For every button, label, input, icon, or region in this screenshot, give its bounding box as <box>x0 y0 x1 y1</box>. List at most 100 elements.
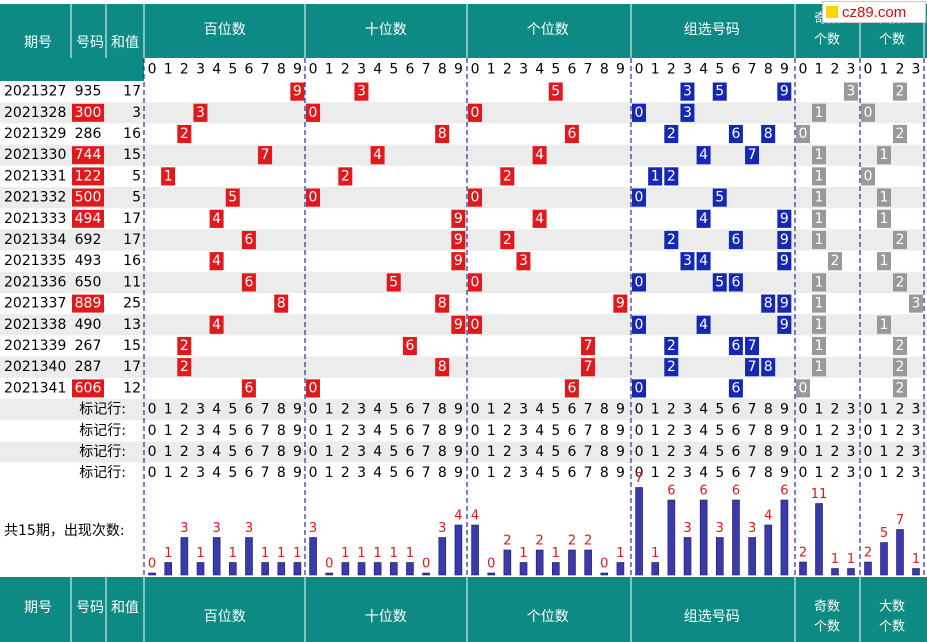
header-digit-2-1: 1 <box>487 62 496 78</box>
marker-digit: 1 <box>651 465 660 481</box>
group-cell-bg <box>745 358 760 377</box>
site-watermark: cz89.com <box>822 1 926 23</box>
header-small-digit-0-0: 0 <box>799 62 808 78</box>
stats-bar-value: 1 <box>831 552 839 567</box>
stats-bar-value: 0 <box>422 557 430 572</box>
pos-cell-2-bg <box>613 294 628 313</box>
marker-digit: 5 <box>715 444 724 460</box>
marker-digit: 2 <box>667 423 676 439</box>
marker-digit: 7 <box>748 423 757 439</box>
marker-digit: 8 <box>438 423 447 439</box>
stats-bar-value: 3 <box>683 521 691 536</box>
stats-bar <box>212 537 221 576</box>
number-cell: 889 <box>75 296 102 312</box>
stats-bar <box>568 549 576 576</box>
stats-bar-value: 1 <box>390 546 398 561</box>
pos-cell-2: 6 <box>567 126 576 142</box>
count-cell-1: 0 <box>864 105 873 121</box>
marker-digit: 7 <box>422 423 431 439</box>
number-cell-bg <box>72 209 104 228</box>
pos-cell-2: 3 <box>519 253 528 269</box>
pos-cell-0: 4 <box>212 253 221 269</box>
group-cell: 6 <box>731 126 740 142</box>
marker-digit: 9 <box>780 444 789 460</box>
issue-cell: 2021338 <box>4 317 66 333</box>
stats-bar-value: 2 <box>864 546 872 561</box>
pos-cell-2: 4 <box>535 147 544 163</box>
marker-digit: 9 <box>616 465 625 481</box>
marker-digit: 9 <box>616 423 625 439</box>
pos-cell-1: 9 <box>454 232 463 248</box>
marker-digit: 8 <box>600 444 609 460</box>
stats-bar <box>716 537 724 576</box>
pos-cell-1: 0 <box>309 380 318 396</box>
count-cell-1-bg <box>893 358 907 377</box>
number-cell: 286 <box>75 126 102 142</box>
row-stripe <box>0 399 927 421</box>
pos-cell-1: 4 <box>373 147 382 163</box>
pos-cell-2-bg <box>468 315 482 334</box>
marker-digit: 6 <box>245 423 254 439</box>
pos-cell-2: 0 <box>471 190 480 206</box>
marker-digit: 8 <box>764 465 773 481</box>
marker-digit: 2 <box>180 444 189 460</box>
stats-bar-value: 4 <box>471 509 479 524</box>
count-cell-0: 1 <box>815 211 824 227</box>
footer-band <box>0 577 927 642</box>
stats-bar <box>683 537 692 576</box>
number-cell-bg <box>72 294 104 313</box>
marker-digit: 1 <box>164 465 173 481</box>
header-band-left-lower <box>0 58 144 81</box>
footer-number-label: 号码 <box>76 600 104 616</box>
pos-cell-1: 8 <box>438 296 447 312</box>
header-band <box>0 4 927 58</box>
group-cell-bg <box>761 124 776 144</box>
header-small-digit-0-2: 2 <box>831 62 840 78</box>
pos-cell-1: 5 <box>389 274 398 290</box>
stats-bar <box>390 562 398 576</box>
pos-cell-0: 2 <box>180 338 189 354</box>
marker-digit: 8 <box>764 423 773 439</box>
marker-small-digit: 1 <box>815 402 824 418</box>
group-cell-bg <box>632 273 646 292</box>
count-cell-0-bg <box>812 358 826 377</box>
marker-digit: 5 <box>715 423 724 439</box>
stats-bar <box>261 562 269 576</box>
pos-cell-0: 7 <box>261 147 270 163</box>
marker-digit: 2 <box>667 402 676 418</box>
marker-digit: 1 <box>164 423 173 439</box>
stats-bar-value: 1 <box>357 546 365 561</box>
marker-digit: 8 <box>277 465 286 481</box>
header-small-digit-1-3: 3 <box>912 62 921 78</box>
pos-cell-1: 8 <box>438 359 447 375</box>
marker-small-digit: 0 <box>864 465 873 481</box>
header-digit-0-2: 2 <box>180 62 189 78</box>
count-cell-0: 1 <box>815 190 824 206</box>
marker-digit: 8 <box>277 444 286 460</box>
marker-digit: 0 <box>635 444 644 460</box>
count-cell-1: 3 <box>912 296 921 312</box>
issue-cell: 2021327 <box>4 84 66 100</box>
row-stripe <box>0 144 927 166</box>
issue-cell: 2021328 <box>4 105 66 121</box>
sum-cell: 15 <box>123 338 141 354</box>
header-digit-3-3: 3 <box>683 62 692 78</box>
stats-bar-value: 1 <box>277 546 285 561</box>
marker-digit: 8 <box>438 444 447 460</box>
marker-digit: 4 <box>535 423 544 439</box>
marker-digit: 9 <box>293 402 302 418</box>
group-cell-bg <box>777 82 792 101</box>
row-stripe <box>0 102 927 124</box>
pos-cell-0-bg <box>161 167 176 186</box>
marker-digit: 5 <box>389 423 398 439</box>
count-cell-0-bg <box>812 146 826 165</box>
number-cell: 494 <box>75 211 102 227</box>
pos-cell-2-bg <box>468 103 482 122</box>
group-cell-bg <box>664 230 679 250</box>
marker-digit: 7 <box>748 465 757 481</box>
marker-digit: 6 <box>406 444 415 460</box>
marker-small-digit: 2 <box>831 444 840 460</box>
stats-bar <box>341 562 350 576</box>
marker-digit: 1 <box>325 423 334 439</box>
marker-digit: 5 <box>228 444 237 460</box>
